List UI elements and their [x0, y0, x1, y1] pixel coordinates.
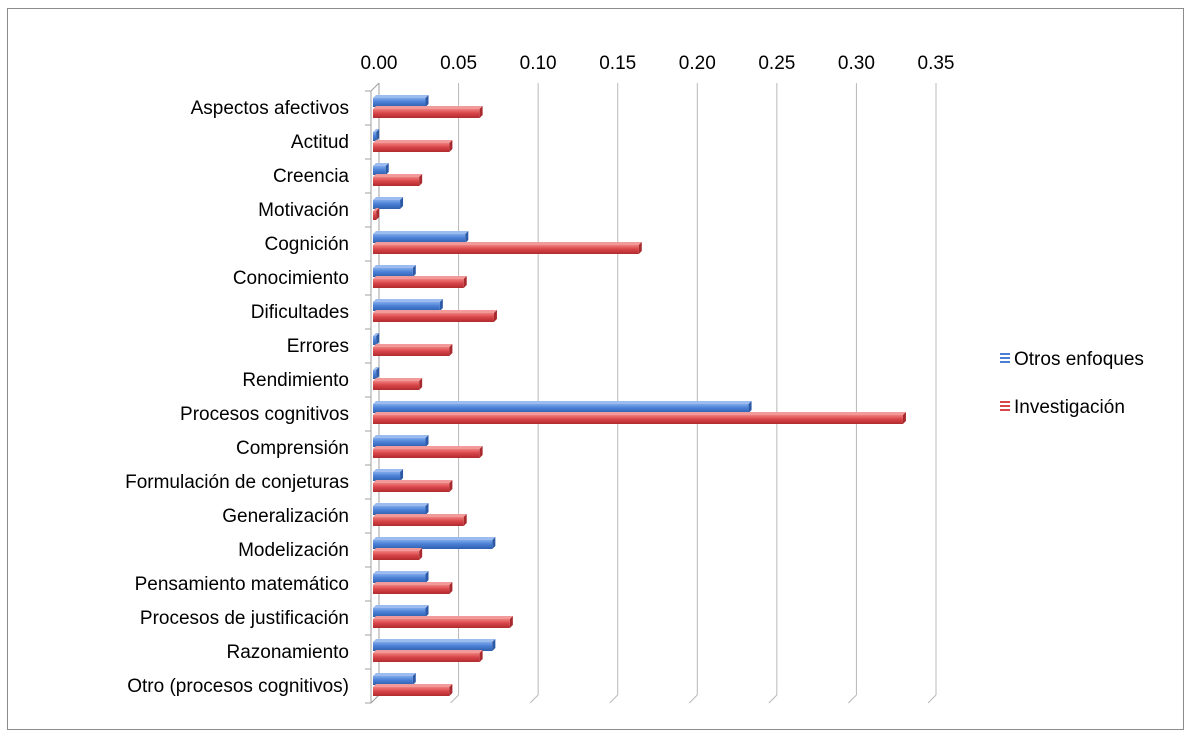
bar: [373, 367, 380, 379]
bar: [373, 299, 443, 311]
bar: [373, 208, 380, 220]
bar: [373, 242, 642, 254]
chart-area: 0.00 0.05 0.10 0.15 0.20 0.25 0.30 0.35 Aspecto…: [7, 8, 1184, 730]
bar: [373, 231, 469, 243]
category-label: Rendimiento: [242, 370, 349, 391]
bar: [373, 684, 453, 696]
bar: [373, 673, 416, 685]
category-label: Creencia: [273, 166, 349, 187]
bar: [373, 140, 453, 152]
value-axis: 0.00 0.05 0.10 0.15 0.20 0.25 0.30 0.35: [361, 53, 955, 74]
floor-gridline: [768, 694, 778, 704]
bar: [373, 571, 429, 583]
legend-swatch: [1000, 401, 1010, 411]
bar: [373, 95, 429, 107]
floor-gridline: [848, 694, 857, 704]
bar: [373, 469, 404, 481]
bar: [373, 378, 423, 390]
bar: [373, 310, 497, 322]
category-label: Cognición: [265, 234, 350, 255]
bar: [373, 163, 389, 175]
bar: [373, 333, 380, 345]
bar: [373, 446, 483, 458]
x-tick-label: 0.15: [599, 53, 636, 74]
bar: [373, 174, 423, 186]
bar: [373, 435, 429, 447]
bar: [373, 106, 483, 118]
category-label: Aspectos afectivos: [191, 98, 349, 119]
bar: [373, 412, 906, 424]
bar: [373, 265, 416, 277]
legend-swatch: [1000, 353, 1010, 363]
bar: [373, 639, 496, 651]
legend: Otros enfoques Investigación: [1000, 349, 1144, 418]
gridlines: [370, 83, 937, 704]
floor-gridline: [450, 694, 459, 704]
bar: [373, 276, 467, 288]
legend-label: Investigación: [1014, 397, 1125, 418]
bar: [373, 537, 496, 549]
bar: [373, 344, 453, 356]
floor-gridline: [688, 694, 698, 704]
bar: [373, 605, 429, 617]
category-label: Pensamiento matemático: [135, 574, 349, 595]
bar: [373, 548, 423, 560]
category-label: Procesos de justificación: [140, 608, 349, 629]
axis-corner-line: [370, 82, 380, 92]
category-labels: Aspectos afectivos Actitud Creencia Motivac…: [125, 98, 349, 697]
category-label: Motivación: [258, 200, 349, 221]
bar: [373, 401, 752, 413]
bar-chart: 0.00 0.05 0.10 0.15 0.20 0.25 0.30 0.35 Aspecto…: [125, 53, 1144, 704]
bar: [373, 514, 467, 526]
bar: [373, 650, 483, 662]
axis-corner-line: [370, 694, 380, 704]
category-label: Modelización: [238, 540, 349, 561]
category-label: Dificultades: [251, 302, 349, 323]
bar: [373, 616, 513, 628]
category-label: Errores: [287, 336, 349, 357]
category-label: Formulación de conjeturas: [125, 472, 349, 493]
bar: [373, 197, 404, 209]
category-label: Conocimiento: [233, 268, 349, 289]
floor-gridline: [529, 694, 539, 704]
floor-gridline: [609, 694, 619, 704]
bar: [373, 582, 453, 594]
floor-gridline: [927, 694, 937, 704]
category-label: Generalización: [222, 506, 349, 527]
category-label: Actitud: [291, 132, 349, 153]
x-tick-label: 0.20: [679, 53, 716, 74]
bar: [373, 503, 429, 515]
bar: [373, 480, 453, 492]
category-label: Comprensión: [236, 438, 349, 459]
x-tick-label: 0.10: [520, 53, 557, 74]
legend-label: Otros enfoques: [1014, 349, 1144, 370]
x-tick-label: 0.30: [838, 53, 875, 74]
category-label: Razonamiento: [226, 642, 349, 663]
category-label: Procesos cognitivos: [180, 404, 349, 425]
x-tick-label: 0.35: [918, 53, 955, 74]
bars: [373, 95, 906, 696]
category-label: Otro (procesos cognitivos): [127, 676, 349, 697]
x-tick-label: 0.00: [361, 53, 398, 74]
x-tick-label: 0.25: [758, 53, 795, 74]
x-tick-label: 0.05: [440, 53, 477, 74]
bar: [373, 129, 380, 141]
